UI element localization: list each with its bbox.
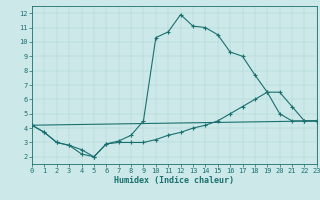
X-axis label: Humidex (Indice chaleur): Humidex (Indice chaleur): [115, 176, 234, 185]
